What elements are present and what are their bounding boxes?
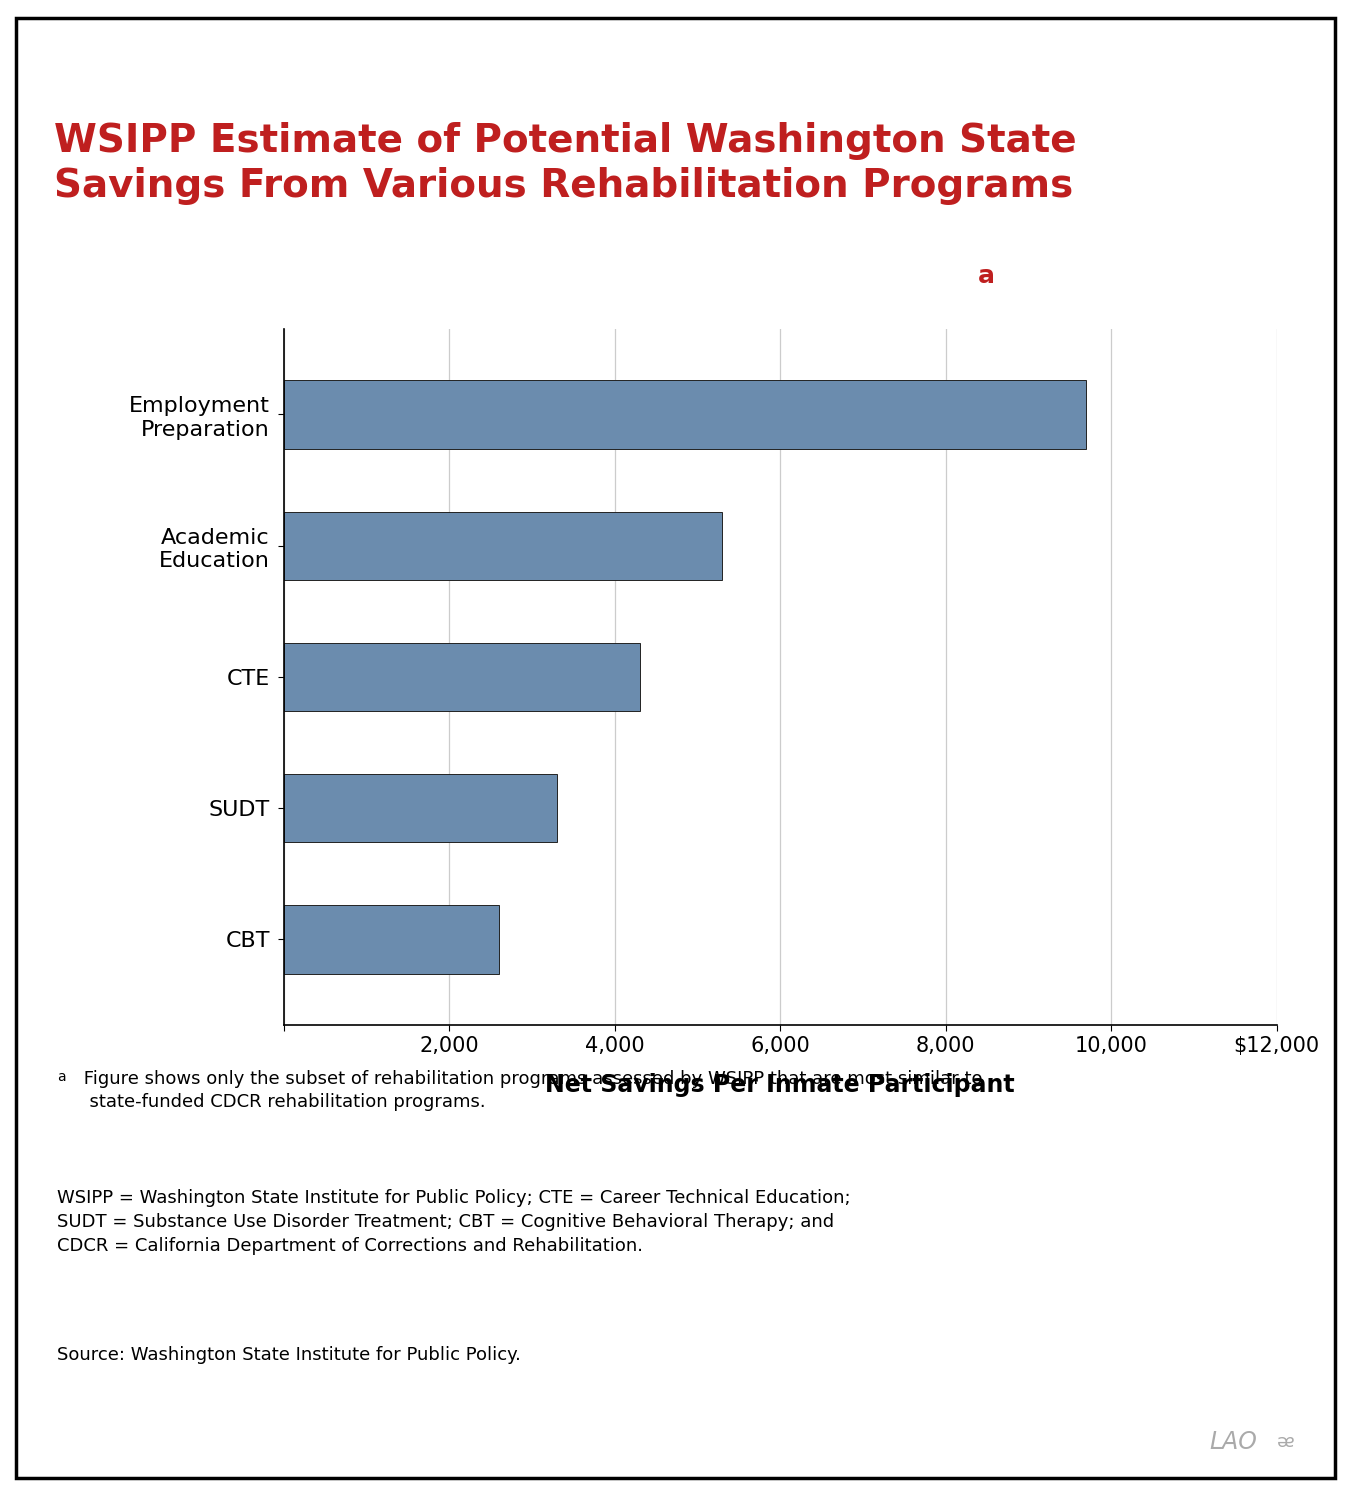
Text: Figure shows only the subset of rehabilitation programs assessed by WSIPP that a: Figure shows only the subset of rehabili… (78, 1070, 984, 1112)
Text: Source: Washington State Institute for Public Policy.: Source: Washington State Institute for P… (57, 1346, 520, 1364)
Bar (284, 643, 639, 711)
Text: LAO: LAO (1209, 1430, 1256, 1454)
Bar (284, 380, 1086, 449)
Text: a: a (57, 1070, 65, 1083)
Bar (284, 905, 499, 974)
X-axis label: Net Savings Per Inmate Participant: Net Savings Per Inmate Participant (546, 1073, 1015, 1097)
Text: WSIPP Estimate of Potential Washington State
Savings From Various Rehabilitation: WSIPP Estimate of Potential Washington S… (54, 121, 1077, 205)
Bar (284, 773, 557, 842)
Text: WSIPP = Washington State Institute for Public Policy; CTE = Career Technical Edu: WSIPP = Washington State Institute for P… (57, 1189, 850, 1255)
Bar (284, 512, 723, 580)
Text: Figure 6: Figure 6 (36, 52, 154, 78)
Text: ᴂ: ᴂ (1277, 1433, 1294, 1451)
Text: a: a (978, 263, 994, 287)
